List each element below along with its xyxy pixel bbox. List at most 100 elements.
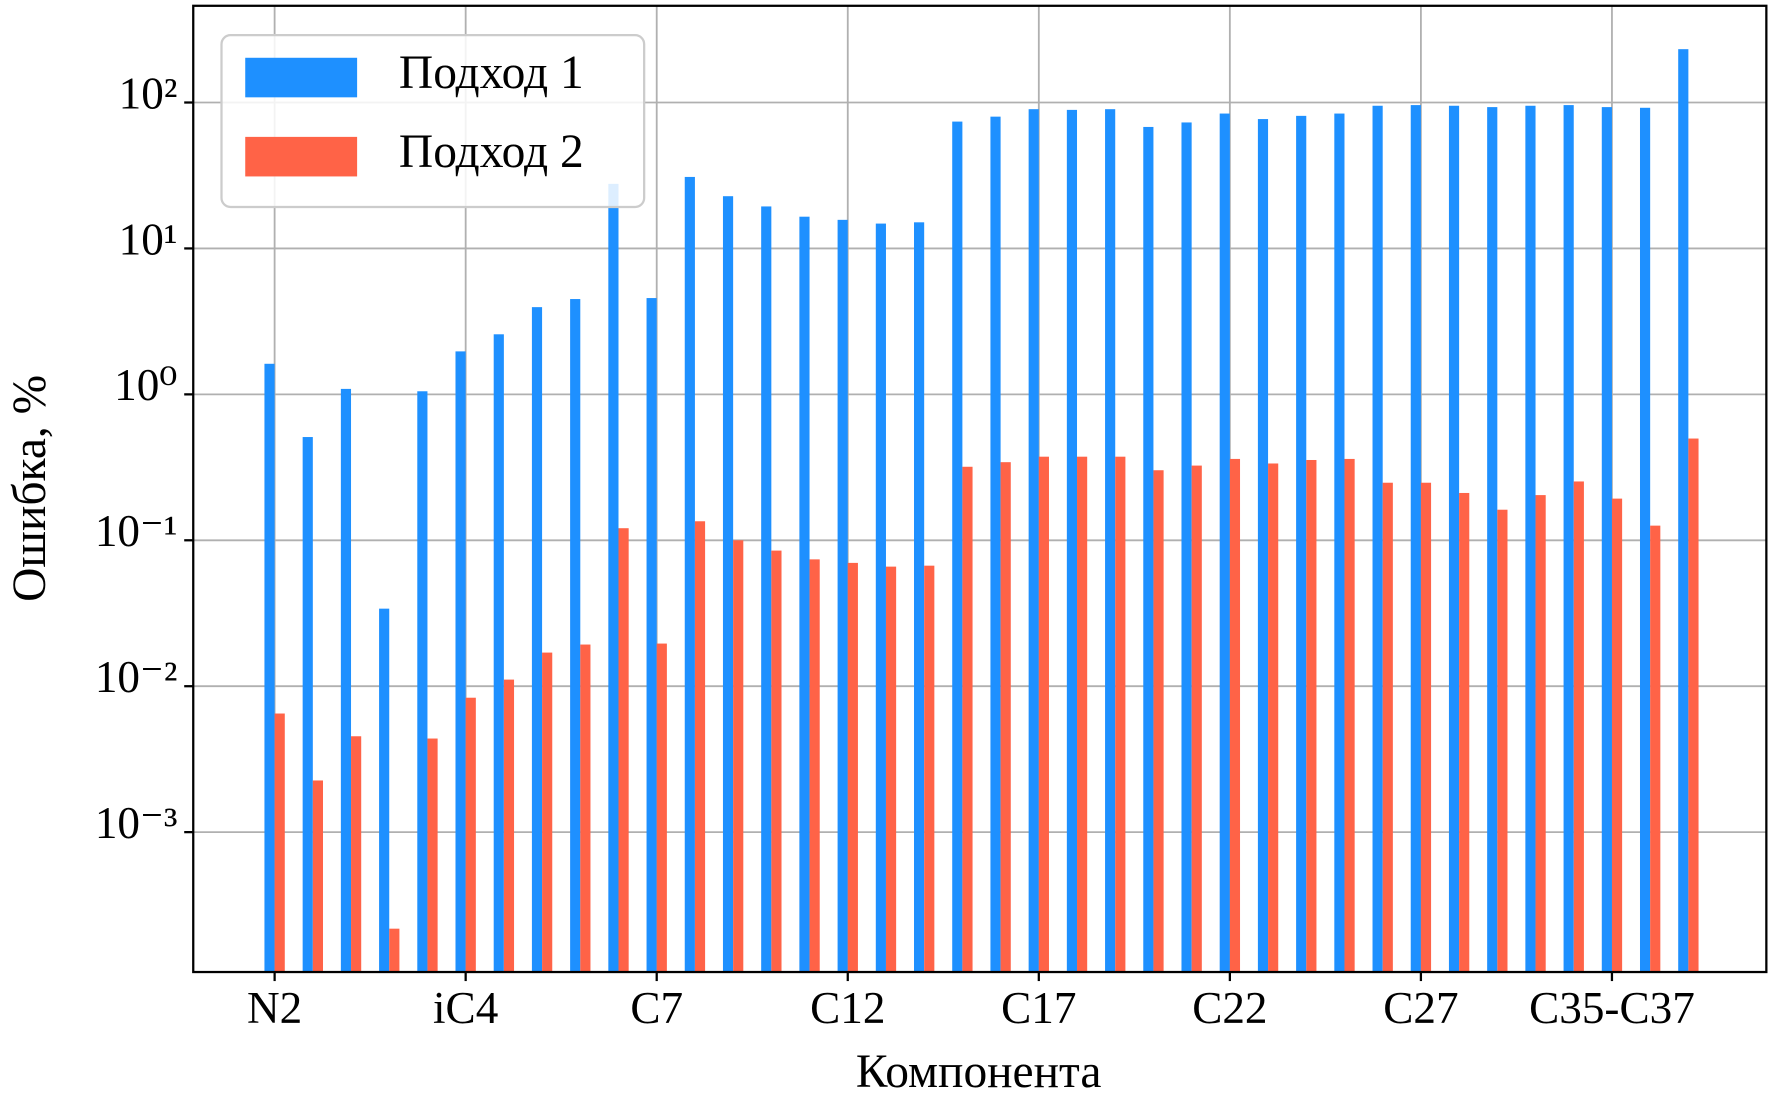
bar [684,176,695,973]
bar [1344,458,1355,973]
bar [1420,482,1432,973]
bar [1105,109,1116,973]
bar [1678,49,1689,973]
y-tick-label: 10¹ [119,214,178,264]
bar [1181,122,1192,973]
bar [1601,107,1612,973]
bar [646,298,657,973]
y-tick-label: 10⁻¹ [95,506,178,556]
bar [733,540,744,973]
bar [1372,105,1383,973]
bar [952,121,963,973]
bar [455,351,466,973]
bar [1000,462,1011,973]
bar [1410,105,1421,973]
bar [1115,456,1126,973]
bar [1459,492,1470,973]
bar [608,183,619,973]
bar [771,550,782,973]
bar [1639,107,1651,973]
x-tick-label: iC4 [433,983,498,1033]
x-tick-label: C27 [1383,983,1458,1033]
bar [924,565,935,973]
bar [1334,113,1345,973]
y-tick-label: 10⁻² [95,652,178,702]
bar [580,644,591,973]
bar [914,222,925,973]
bar [1077,456,1088,973]
bar [274,713,285,973]
y-tick-label: 10⁻³ [95,798,178,848]
bar [1268,463,1279,973]
bar [351,736,362,973]
bar [1611,498,1623,973]
bar [1219,113,1230,973]
bar [1573,481,1584,973]
x-tick-label: C12 [810,983,885,1033]
x-tick-label: C17 [1001,983,1076,1033]
bar [340,388,352,973]
x-axis-label: Компонента [856,1046,1102,1098]
bar [302,437,313,973]
bar [1525,105,1536,973]
bar [722,196,734,973]
bar [542,652,553,973]
bar [1296,115,1307,973]
ticks: 10⁻³ 10⁻² 10⁻¹ 10⁰ 10¹ 10² N2 iC4 C7 C12 C17 C22 C27… [95,68,1695,1033]
legend-label: Подход 1 [399,47,584,99]
bar [503,679,515,973]
y-tick-label: 10⁰ [114,360,177,410]
bar [1535,495,1546,973]
y-axis-label: Ошибка, % [4,375,56,602]
bar [1191,465,1202,973]
bar [1038,456,1049,973]
bar [1688,438,1699,973]
legend-swatch [245,57,358,98]
x-tick-label: N2 [247,983,302,1033]
bar [875,223,886,973]
bar [493,334,504,973]
x-tick-label: C35-C37 [1529,983,1695,1033]
bar [1497,509,1508,973]
bar [990,116,1001,973]
bar [1066,109,1078,973]
legend-swatch [245,136,358,177]
bars [264,49,1699,973]
bar [417,391,428,973]
bar [1143,126,1154,973]
bar [1563,105,1574,973]
bar [427,738,438,973]
bar [837,219,848,973]
y-tick-label: 10² [119,68,178,118]
bar [1229,458,1241,973]
bar [465,697,476,973]
x-tick-label: C7 [630,983,683,1033]
legend-label: Подход 2 [399,126,584,178]
bar [312,780,323,973]
bar [799,216,810,973]
bar [1306,459,1317,973]
bar [1382,482,1393,973]
bar [531,307,543,973]
bar [1448,105,1460,973]
bar [1153,470,1164,973]
bar [847,562,858,973]
bar [761,206,772,973]
bar [1257,119,1269,973]
bar [1028,109,1039,973]
bar [656,643,667,973]
x-tick-label: C22 [1192,983,1267,1033]
axes-frame [192,4,1768,974]
bar [1487,107,1498,973]
bar [694,521,706,973]
bar [809,559,820,973]
bar [962,466,973,973]
bar [618,528,629,973]
bar [264,363,275,973]
bar [379,608,390,973]
legend: Подход 1 Подход 2 [220,34,646,209]
bar [1650,525,1661,973]
bar [389,928,400,973]
